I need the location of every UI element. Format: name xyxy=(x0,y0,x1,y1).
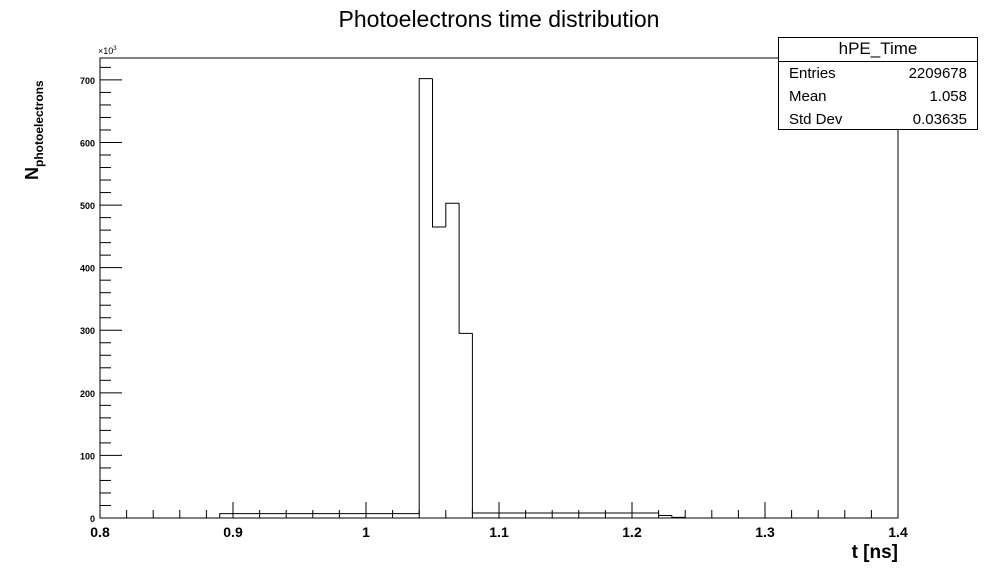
y-tick-label: 600 xyxy=(80,138,95,148)
y-tick-label: 0 xyxy=(90,514,95,524)
x-tick-label: 1.4 xyxy=(888,524,908,540)
histogram-bin xyxy=(418,78,433,514)
x-tick-label: 1.3 xyxy=(755,524,775,540)
y-tick-label: 200 xyxy=(80,389,95,399)
stats-value: 2209678 xyxy=(908,65,967,82)
chart-title: Photoelectrons time distribution xyxy=(338,6,660,32)
histogram-outline xyxy=(219,78,686,518)
y-tick-label: 400 xyxy=(80,264,95,274)
y-tick-label: 500 xyxy=(80,201,95,211)
histogram-bin xyxy=(432,78,446,228)
x-axis-label: t [ns] xyxy=(851,542,898,563)
histogram-bin xyxy=(671,515,686,518)
x-tick-label: 0.9 xyxy=(223,524,243,540)
stats-box: hPE_Time Entries 2209678 Mean 1.058 Std … xyxy=(778,37,978,130)
stats-row-mean: Mean 1.058 xyxy=(779,85,977,108)
stats-value: 0.03635 xyxy=(912,111,967,128)
histogram-bin xyxy=(658,512,672,516)
histogram-bin xyxy=(445,202,460,227)
stats-label: Mean xyxy=(789,88,827,105)
y-axis-multiplier: ×103 xyxy=(98,46,117,56)
histogram-bin xyxy=(458,203,473,334)
stats-label: Std Dev xyxy=(789,111,843,128)
x-tick-label: 1.2 xyxy=(622,524,642,540)
stats-value: 1.058 xyxy=(929,88,967,105)
y-tick-label: 700 xyxy=(80,76,95,86)
y-axis-label: Nphotoelectrons xyxy=(22,80,46,180)
stats-row-stddev: Std Dev 0.03635 xyxy=(779,108,977,131)
stats-title: hPE_Time xyxy=(779,38,977,62)
x-tick-label: 0.8 xyxy=(90,524,110,540)
stats-label: Entries xyxy=(789,65,836,82)
y-tick-label: 300 xyxy=(80,326,95,336)
x-tick-label: 1.1 xyxy=(489,524,509,540)
stats-row-entries: Entries 2209678 xyxy=(779,62,977,85)
x-tick-label: 1 xyxy=(362,524,370,540)
histogram-bin xyxy=(471,333,659,514)
y-tick-label: 100 xyxy=(80,451,95,461)
histogram-bin xyxy=(219,513,420,518)
